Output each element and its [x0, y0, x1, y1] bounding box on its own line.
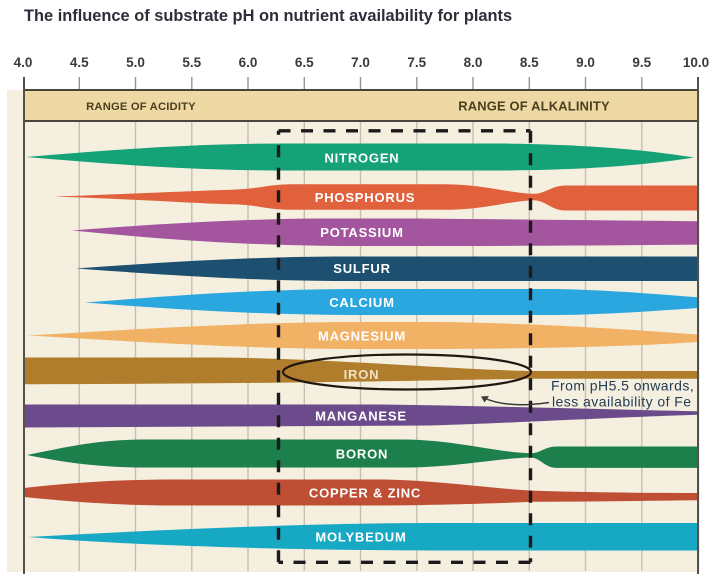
svg-text:6.5: 6.5 [295, 55, 314, 70]
svg-text:MANGANESE: MANGANESE [315, 409, 407, 424]
svg-text:10.0: 10.0 [683, 55, 709, 70]
svg-text:9.5: 9.5 [632, 55, 651, 70]
svg-text:7.0: 7.0 [351, 55, 370, 70]
svg-text:RANGE OF ALKALINITY: RANGE OF ALKALINITY [458, 99, 610, 114]
svg-text:BORON: BORON [336, 446, 388, 461]
svg-text:IRON: IRON [344, 367, 380, 382]
svg-text:8.0: 8.0 [464, 55, 483, 70]
svg-text:5.0: 5.0 [126, 55, 145, 70]
svg-text:NITROGEN: NITROGEN [324, 151, 399, 166]
svg-text:From pH5.5 onwards,: From pH5.5 onwards, [551, 378, 694, 394]
svg-text:4.0: 4.0 [14, 55, 33, 70]
svg-text:RANGE OF ACIDITY: RANGE OF ACIDITY [86, 101, 196, 113]
svg-text:POTASSIUM: POTASSIUM [320, 225, 404, 240]
svg-text:6.0: 6.0 [239, 55, 258, 70]
svg-text:COPPER & ZINC: COPPER & ZINC [309, 485, 421, 500]
svg-text:PHOSPHORUS: PHOSPHORUS [315, 190, 415, 205]
svg-text:7.5: 7.5 [407, 55, 426, 70]
svg-text:less availability of Fe: less availability of Fe [552, 393, 692, 409]
svg-text:The influence of substrate pH: The influence of substrate pH on nutrien… [24, 7, 512, 25]
svg-text:9.0: 9.0 [576, 55, 595, 70]
svg-text:8.5: 8.5 [520, 55, 539, 70]
svg-text:SULFUR: SULFUR [333, 261, 391, 276]
svg-text:5.5: 5.5 [182, 55, 201, 70]
svg-text:MAGNESIUM: MAGNESIUM [318, 328, 406, 343]
svg-text:CALCIUM: CALCIUM [329, 295, 395, 310]
svg-text:MOLYBEDUM: MOLYBEDUM [315, 529, 406, 544]
svg-text:4.5: 4.5 [70, 55, 89, 70]
